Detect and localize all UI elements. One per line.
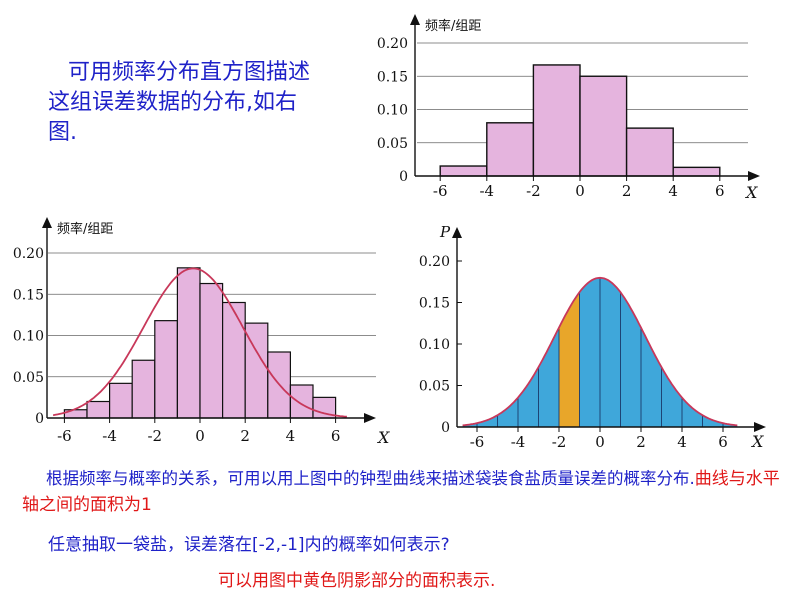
x-tick-label: 4: [668, 182, 678, 200]
y-tick-label: 0.05: [377, 136, 408, 152]
histogram-bar: [486, 122, 535, 177]
x-axis-label: X: [744, 183, 758, 202]
answer-text: 可以用图中黄色阴影部分的面积表示.: [218, 571, 496, 591]
x-axis-arrow: [754, 422, 766, 432]
x-tick-label: -2: [526, 182, 541, 200]
relation-paragraph: 根据频率与概率的关系，可用以用上图中的钟型曲线来描述袋装食盐质量误差的概率分布.…: [22, 466, 782, 518]
x-tick-label: -4: [479, 182, 494, 200]
x-axis-arrow: [364, 413, 376, 423]
y-tick-label: 0: [35, 411, 44, 427]
y-tick-label: 0.10: [419, 337, 450, 353]
x-tick-label: 0: [575, 182, 585, 200]
x-axis-label: X: [376, 428, 390, 447]
x-tick-label: -6: [57, 427, 72, 445]
y-axis-arrow: [42, 217, 52, 228]
y-tick-label: 0.05: [13, 370, 44, 386]
intro-text: 可用频率分布直方图描述这组误差数据的分布,如右图.: [48, 60, 311, 145]
y-tick-label: 0.15: [377, 69, 408, 85]
x-tick-label: -2: [147, 427, 162, 445]
y-tick-label: 0.10: [13, 329, 44, 345]
y-tick-label: 0: [441, 420, 450, 436]
y-tick-label: 0.20: [377, 36, 408, 52]
y-tick-label: 0.05: [419, 379, 450, 395]
y-axis-label: 频率/组距: [57, 221, 113, 237]
x-tick-label: -4: [511, 433, 526, 451]
x-tick-label: -6: [470, 433, 485, 451]
histogram-bar: [579, 75, 628, 177]
x-tick-label: 2: [622, 182, 632, 200]
y-tick-label: 0.20: [13, 246, 44, 262]
x-tick-label: 6: [718, 433, 728, 451]
y-tick-label: 0.10: [377, 103, 408, 119]
question-text: 任意抽取一袋盐，误差落在[-2,-1]内的概率如何表示?: [48, 535, 450, 555]
x-axis-label: X: [750, 432, 764, 451]
y-tick-label: 0.15: [419, 296, 450, 312]
y-tick-label: 0: [399, 169, 408, 185]
x-tick-label: 2: [240, 427, 250, 445]
area-equals-one-text: 曲线与水平轴之间的面积为1: [22, 469, 780, 515]
x-tick-label: -6: [433, 182, 448, 200]
x-axis-arrow: [748, 171, 760, 181]
x-tick-label: 4: [677, 433, 687, 451]
relation-main-text: 根据频率与概率的关系，可用以用上图中的钟型曲线来描述袋装食盐质量误差的概率分布.: [46, 469, 695, 488]
x-tick-label: -4: [102, 427, 117, 445]
x-tick-label: 6: [715, 182, 725, 200]
x-tick-label: 0: [595, 433, 605, 451]
y-axis-label: 频率/组距: [425, 18, 481, 34]
normal-curve: [462, 276, 738, 427]
highlight-strip: [559, 292, 580, 427]
y-tick-label: 0.15: [13, 287, 44, 303]
bell-curve: [52, 267, 347, 418]
x-tick-label: 2: [636, 433, 646, 451]
x-tick-label: 4: [286, 427, 296, 445]
y-axis-label: P: [439, 223, 451, 241]
x-tick-label: 6: [331, 427, 341, 445]
x-tick-label: -2: [552, 433, 567, 451]
y-tick-label: 0.20: [419, 254, 450, 270]
y-axis-arrow: [410, 14, 420, 25]
x-tick-label: 0: [195, 427, 205, 445]
y-axis-arrow: [452, 227, 462, 238]
